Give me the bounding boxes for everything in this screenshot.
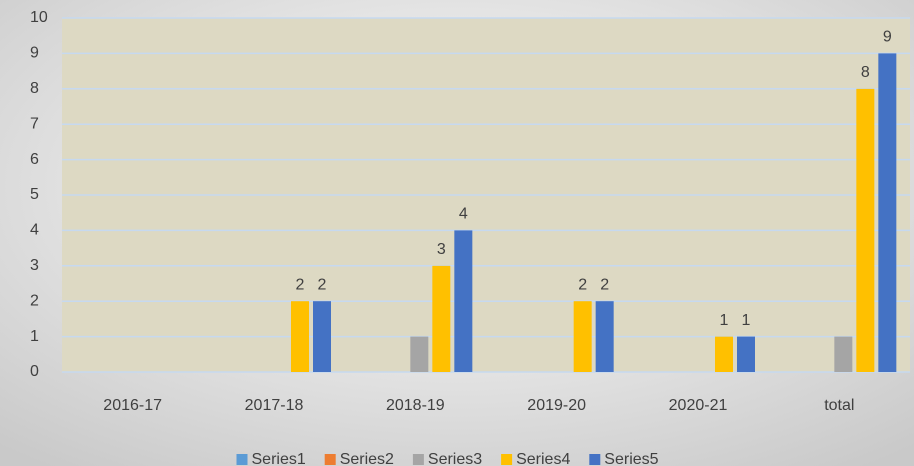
y-tick-label: 0: [30, 363, 39, 380]
bar: [737, 336, 755, 372]
bar: [715, 336, 733, 372]
legend-swatch: [412, 454, 424, 465]
x-tick-label: 2016-17: [103, 397, 162, 414]
y-tick-label: 9: [30, 45, 39, 62]
data-label: 2: [600, 276, 609, 293]
y-tick-label: 1: [30, 328, 39, 345]
x-tick-label: 2018-19: [386, 397, 445, 414]
bar: [454, 230, 473, 372]
x-tick-label: 2017-18: [245, 397, 304, 414]
bar: [410, 336, 429, 372]
x-tick-label: 2020-21: [669, 397, 728, 414]
x-tick-label: total: [824, 397, 854, 414]
data-label: 3: [437, 241, 446, 258]
legend-label: Series1: [252, 451, 306, 466]
data-label: 2: [296, 276, 305, 293]
bar: [878, 53, 897, 373]
legend-swatch: [589, 454, 601, 465]
data-label: 1: [720, 312, 729, 329]
bar: [834, 336, 853, 372]
y-tick-label: 5: [30, 186, 39, 203]
data-label: 1: [742, 312, 751, 329]
legend-swatch: [324, 454, 336, 465]
data-label: 8: [861, 64, 870, 81]
legend-label: Series5: [604, 451, 658, 466]
bar: [573, 301, 592, 372]
data-label: 4: [459, 206, 468, 223]
legend-swatch: [501, 454, 513, 465]
legend-label: Series3: [428, 451, 482, 466]
legend-swatch: [236, 454, 248, 465]
data-label: 2: [318, 276, 327, 293]
legend-label: Series2: [340, 451, 394, 466]
data-label: 9: [883, 29, 892, 46]
bar: [291, 301, 309, 372]
y-tick-label: 4: [30, 222, 39, 239]
bar: [432, 265, 451, 372]
y-tick-label: 7: [30, 115, 39, 132]
bar: [595, 301, 614, 372]
bar: [856, 88, 875, 373]
y-tick-label: 2: [30, 292, 39, 309]
bar: [313, 301, 331, 372]
data-label: 2: [578, 276, 587, 293]
x-tick-label: 2019-20: [527, 397, 586, 414]
y-tick-label: 3: [30, 257, 39, 274]
y-tick-label: 10: [30, 9, 48, 26]
y-tick-label: 8: [30, 80, 39, 97]
legend-label: Series4: [516, 451, 570, 466]
y-tick-label: 6: [30, 151, 39, 168]
